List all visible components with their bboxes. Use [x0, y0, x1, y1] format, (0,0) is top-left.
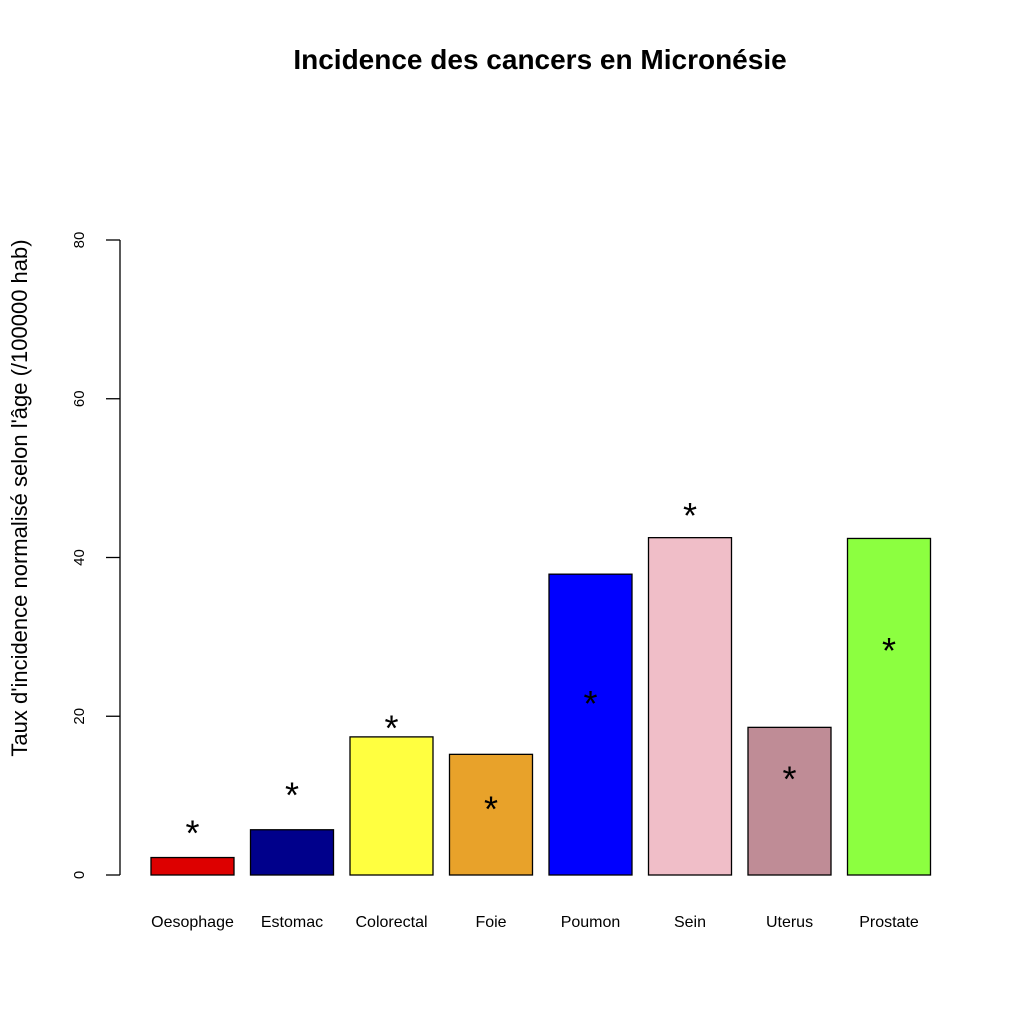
x-tick-label: Poumon: [561, 914, 621, 931]
bar-estomac: [249, 829, 335, 876]
significance-marker: *: [583, 683, 597, 724]
x-tick-label: Prostate: [859, 914, 919, 931]
y-tick-label: 80: [71, 232, 88, 249]
bar-uterus: [747, 726, 832, 876]
x-tick-label: Foie: [475, 914, 506, 931]
significance-marker: *: [384, 708, 398, 749]
significance-marker: *: [484, 789, 498, 830]
bar-prostate: [846, 537, 932, 876]
x-tick-label: Oesophage: [151, 914, 234, 931]
significance-marker: *: [882, 630, 896, 671]
y-tick-label: 20: [71, 708, 88, 725]
bar-oesophage: [150, 856, 235, 876]
x-tick-label: Sein: [674, 914, 706, 931]
x-tick-label: Estomac: [261, 914, 323, 931]
x-tick-label: Colorectal: [355, 914, 427, 931]
chart-title: Incidence des cancers en Micronésie: [293, 44, 787, 75]
significance-marker: *: [782, 758, 796, 799]
bar-colorectal: [349, 736, 434, 876]
bar-foie: [448, 753, 534, 876]
y-tick-label: 60: [71, 390, 88, 407]
x-tick-label: Uterus: [766, 914, 813, 931]
significance-marker: *: [683, 495, 697, 536]
bar-poumon: [548, 573, 633, 876]
y-tick-label: 40: [71, 549, 88, 566]
y-axis-label: Taux d'incidence normalisé selon l'âge (…: [7, 239, 32, 756]
significance-marker: *: [185, 812, 199, 853]
bar-sein: [647, 537, 733, 876]
y-tick-label: 0: [71, 871, 88, 879]
significance-marker: *: [285, 774, 299, 815]
